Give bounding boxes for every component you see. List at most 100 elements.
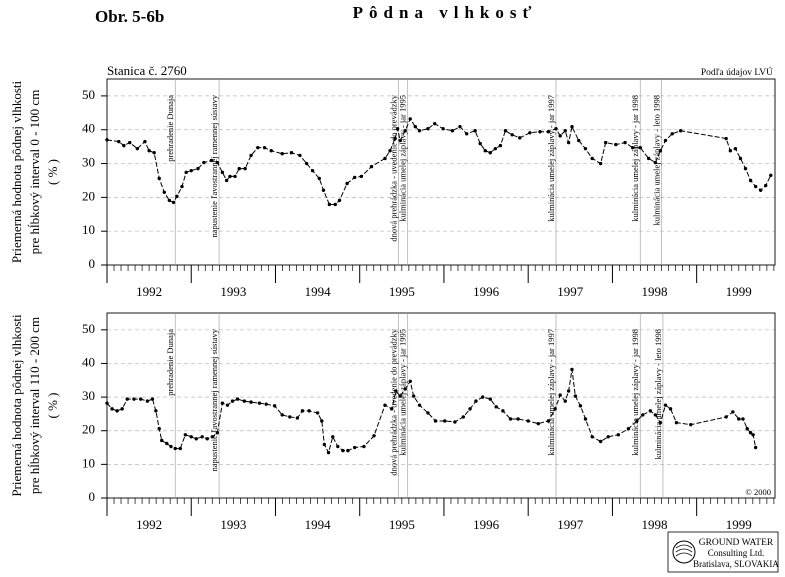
- data-point: [352, 445, 357, 450]
- y-axis-label: ( % ): [45, 393, 60, 419]
- data-point: [724, 136, 728, 141]
- data-point: [205, 437, 209, 441]
- data-point: [117, 139, 121, 144]
- data-point: [337, 198, 342, 203]
- data-point: [210, 435, 214, 439]
- y-tick-label: 40: [82, 354, 95, 369]
- logo-text: Bratislava, SLOVAKIA: [693, 559, 779, 569]
- data-point: [598, 439, 603, 444]
- data-point: [558, 134, 562, 138]
- data-point: [383, 156, 387, 161]
- data-point: [528, 131, 532, 135]
- data-point: [300, 409, 305, 413]
- chart-panel: Priemerná hodnota pôdnej vlhkosti pre hĺb…: [9, 63, 776, 299]
- data-point: [458, 124, 462, 129]
- y-tick-label: 50: [82, 87, 95, 102]
- y-tick-label: 0: [89, 489, 96, 504]
- x-tick-label: 1998: [642, 517, 668, 532]
- data-point: [403, 387, 407, 391]
- data-point: [215, 160, 220, 165]
- data-point: [563, 129, 567, 133]
- x-tick-label: 1992: [136, 284, 162, 299]
- y-tick-label: 40: [82, 121, 95, 136]
- data-point: [175, 194, 179, 199]
- data-point: [352, 175, 357, 180]
- event-label: napustenie ľavostrannej ramennej sústavy: [209, 94, 219, 237]
- data-point: [590, 156, 594, 161]
- data-point: [398, 138, 402, 143]
- data-point: [417, 129, 422, 133]
- data-point: [516, 417, 520, 421]
- data-point: [603, 140, 608, 145]
- data-point: [317, 176, 321, 181]
- data-point: [526, 419, 530, 423]
- x-tick-label: 1993: [220, 284, 246, 299]
- data-point: [230, 399, 235, 403]
- data-point: [326, 450, 331, 455]
- figure-number: Obr. 5-6b: [95, 7, 164, 26]
- data-point: [341, 448, 345, 453]
- x-tick-label: 1999: [726, 517, 752, 532]
- data-point: [162, 190, 166, 194]
- data-point: [178, 446, 182, 451]
- data-point: [590, 435, 594, 439]
- data-point: [570, 124, 574, 129]
- data-point: [295, 416, 300, 420]
- data-point: [450, 129, 455, 133]
- y-axis-label: ( % ): [45, 159, 60, 185]
- data-point: [653, 160, 658, 165]
- y-tick-label: 10: [82, 455, 95, 470]
- logo-waves: [675, 544, 693, 557]
- x-tick-label: 1994: [305, 284, 332, 299]
- chart-panel: Priemerná hodnota pôdnej vlhkosti pre hĺb…: [9, 312, 776, 532]
- data-point: [173, 446, 177, 451]
- data-point: [135, 146, 140, 151]
- data-point: [553, 407, 557, 411]
- y-tick-label: 20: [82, 188, 95, 203]
- data-point: [220, 170, 225, 175]
- data-point: [635, 419, 639, 423]
- data-point: [147, 148, 151, 153]
- data-point: [573, 394, 578, 398]
- event-label: kulminácia umelej záplavy - jar 1998: [630, 329, 640, 456]
- data-point: [183, 433, 188, 437]
- data-point: [228, 174, 232, 179]
- data-point: [606, 435, 610, 439]
- data-point: [154, 409, 158, 413]
- source-label: Podľa údajov LVÚ: [701, 66, 773, 78]
- data-point: [304, 161, 309, 166]
- data-point: [563, 399, 567, 403]
- y-axis-label: Priemerná hodnota pôdnej vlhkosti: [9, 80, 24, 263]
- data-point: [689, 422, 693, 427]
- data-point: [546, 419, 551, 423]
- data-point: [184, 170, 188, 175]
- data-point: [764, 183, 768, 188]
- data-point: [298, 153, 302, 158]
- y-tick-label: 10: [82, 222, 95, 237]
- data-point: [327, 202, 332, 207]
- data-point: [235, 397, 240, 401]
- data-point: [115, 409, 119, 413]
- data-point: [453, 420, 457, 424]
- data-point: [110, 407, 114, 411]
- data-point: [678, 129, 683, 133]
- data-point: [224, 178, 229, 183]
- data-line: [106, 369, 757, 454]
- data-point: [668, 407, 673, 411]
- plot-frame: [106, 78, 776, 266]
- event-label: prehradenie Dunaja: [165, 95, 175, 162]
- data-point: [733, 146, 738, 151]
- data-point: [322, 442, 327, 447]
- data-point: [249, 400, 253, 404]
- data-point: [577, 138, 581, 143]
- copyright: © 2000: [745, 487, 771, 497]
- data-point: [310, 168, 315, 173]
- data-point: [583, 417, 588, 421]
- data-point: [648, 409, 653, 413]
- data-point: [398, 394, 402, 398]
- data-point: [331, 435, 335, 439]
- data-point: [598, 161, 603, 166]
- data-point: [510, 133, 514, 137]
- x-tick-label: 1996: [473, 284, 500, 299]
- x-tick-label: 1999: [726, 284, 752, 299]
